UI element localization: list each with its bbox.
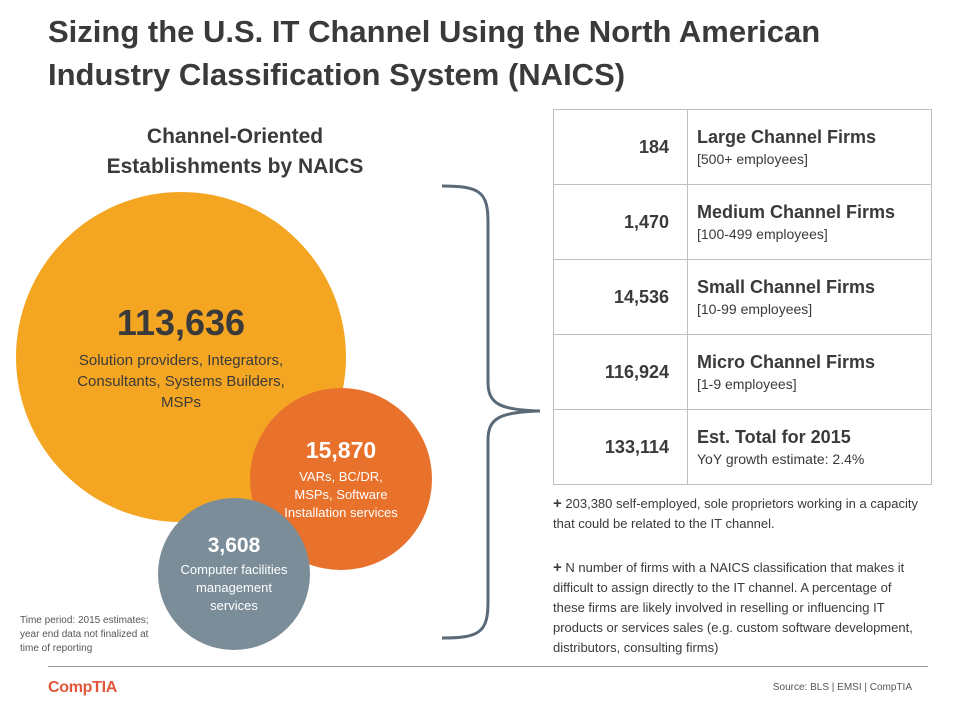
- table-row: 1,470 Medium Channel Firms [100-499 empl…: [553, 184, 932, 260]
- note-text: 203,380 self-employed, sole proprietors …: [553, 496, 919, 531]
- circle-value: 3,608: [207, 534, 261, 557]
- firm-category-label: Large Channel Firms: [697, 127, 877, 147]
- time-period-note: Time period: 2015 estimates; year end da…: [20, 615, 149, 654]
- firm-category-label: Medium Channel Firms: [697, 202, 896, 222]
- footer-divider: [48, 666, 928, 667]
- firm-category-label: Est. Total for 2015: [697, 427, 851, 447]
- firm-size-table: 184 Large Channel Firms [500+ employees]…: [553, 109, 932, 485]
- circle-description: VARs, BC/DR, MSPs, Software Installation…: [284, 469, 398, 520]
- firm-count: 14,536: [553, 259, 688, 335]
- firm-category-range: [1-9 employees]: [697, 376, 797, 392]
- note-text: N number of firms with a NAICS classific…: [553, 560, 913, 655]
- note-naics-firms: + N number of firms with a NAICS classif…: [553, 558, 923, 658]
- circle-description: Computer facilities management services: [180, 562, 288, 613]
- firm-category-range: [100-499 employees]: [697, 226, 828, 242]
- circles-subtitle: Channel-Oriented Establishments by NAICS: [106, 125, 364, 178]
- firm-count: 116,924: [553, 334, 688, 410]
- circle-value: 15,870: [305, 437, 377, 463]
- table-row: 116,924 Micro Channel Firms [1-9 employe…: [553, 334, 932, 410]
- firm-category-range: [10-99 employees]: [697, 301, 813, 317]
- curly-brace: [441, 184, 541, 640]
- table-row: 184 Large Channel Firms [500+ employees]: [553, 109, 932, 185]
- plus-icon: +: [553, 495, 562, 512]
- circle-description: Solution providers, Integrators, Consult…: [77, 351, 285, 411]
- plus-icon: +: [553, 559, 562, 576]
- circle-value: 113,636: [116, 301, 246, 343]
- firm-count: 133,114: [553, 409, 688, 485]
- comptia-logo: CompTIA: [48, 679, 118, 696]
- firm-category-label: Micro Channel Firms: [697, 352, 876, 372]
- table-row: 133,114 Est. Total for 2015 YoY growth e…: [553, 409, 932, 485]
- firm-category-range: YoY growth estimate: 2.4%: [697, 451, 865, 467]
- firm-count: 184: [553, 109, 688, 185]
- firm-category-label: Small Channel Firms: [697, 277, 876, 297]
- table-row: 14,536 Small Channel Firms [10-99 employ…: [553, 259, 932, 335]
- note-self-employed: + 203,380 self-employed, sole proprietor…: [553, 494, 923, 534]
- source-note: Source: BLS | EMSI | CompTIA: [772, 682, 912, 693]
- circle-solution-providers: 113,636 Solution providers, Integrators,…: [16, 192, 346, 522]
- firm-category-range: [500+ employees]: [697, 151, 808, 167]
- firm-count: 1,470: [553, 184, 688, 260]
- circle-facilities-management: 3,608 Computer facilities management ser…: [158, 498, 310, 650]
- page-title: Sizing the U.S. IT Channel Using the Nor…: [48, 14, 821, 92]
